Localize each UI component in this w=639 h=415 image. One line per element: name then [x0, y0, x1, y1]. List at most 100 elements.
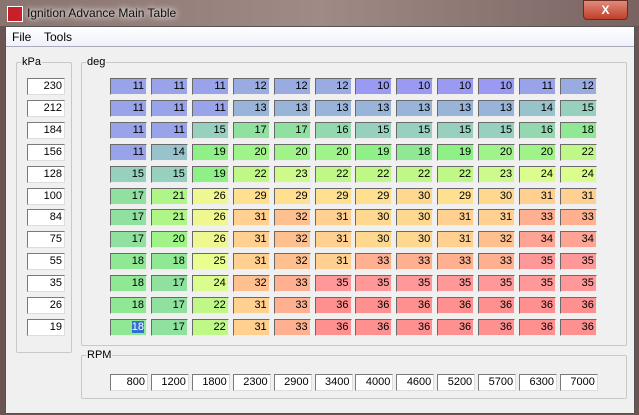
table-cell[interactable]: 35	[437, 275, 475, 293]
table-cell[interactable]: 17	[110, 209, 147, 227]
table-cell[interactable]: 32	[273, 209, 311, 227]
table-cell[interactable]: 33	[273, 275, 311, 293]
kpa-input[interactable]: 156	[27, 143, 65, 161]
table-cell[interactable]: 16	[314, 121, 352, 139]
table-cell[interactable]: 31	[314, 253, 352, 271]
table-cell[interactable]: 31	[232, 318, 270, 336]
table-cell[interactable]: 36	[396, 297, 434, 314]
table-cell[interactable]: 29	[314, 187, 352, 205]
table-cell[interactable]: 13	[478, 99, 516, 117]
table-cell[interactable]: 19	[191, 165, 229, 183]
table-cell[interactable]: 21	[150, 209, 188, 227]
table-cell[interactable]: 15	[559, 99, 597, 117]
table-cell[interactable]: 11	[110, 78, 147, 95]
table-cell[interactable]: 13	[396, 99, 434, 117]
table-cell[interactable]: 17	[110, 187, 147, 205]
table-cell[interactable]: 30	[478, 187, 516, 205]
table-cell[interactable]: 32	[478, 231, 516, 249]
table-cell[interactable]: 11	[191, 99, 229, 117]
table-cell[interactable]: 18	[110, 275, 147, 293]
table-cell[interactable]: 19	[355, 143, 393, 161]
table-cell[interactable]: 24	[191, 275, 229, 293]
table-cell[interactable]: 24	[559, 165, 597, 183]
close-button[interactable]: X	[583, 0, 628, 20]
table-cell[interactable]: 17	[232, 121, 270, 139]
table-cell[interactable]: 33	[478, 253, 516, 271]
rpm-input[interactable]: 5700	[478, 374, 517, 391]
table-cell[interactable]: 36	[396, 318, 434, 336]
rpm-input[interactable]: 2900	[273, 374, 312, 391]
rpm-input[interactable]: 2300	[232, 374, 271, 391]
table-cell[interactable]: 22	[191, 297, 229, 314]
table-cell[interactable]: 26	[191, 209, 229, 227]
kpa-input[interactable]: 55	[27, 253, 65, 271]
table-cell[interactable]: 31	[437, 209, 475, 227]
table-cell[interactable]: 36	[519, 318, 556, 336]
table-cell[interactable]: 31	[314, 231, 352, 249]
table-cell[interactable]: 15	[355, 121, 393, 139]
table-cell[interactable]: 22	[559, 143, 597, 161]
table-cell[interactable]: 12	[314, 78, 352, 95]
table-cell[interactable]: 11	[191, 78, 229, 95]
table-cell[interactable]: 32	[273, 231, 311, 249]
table-cell[interactable]: 31	[437, 231, 475, 249]
table-cell[interactable]: 22	[355, 165, 393, 183]
rpm-input[interactable]: 800	[110, 374, 148, 391]
table-cell[interactable]: 34	[519, 231, 556, 249]
table-cell[interactable]: 36	[355, 297, 393, 314]
table-cell[interactable]: 35	[396, 275, 434, 293]
table-cell[interactable]: 35	[314, 275, 352, 293]
rpm-input[interactable]: 5200	[437, 374, 476, 391]
table-cell[interactable]: 20	[150, 231, 188, 249]
table-cell[interactable]: 36	[478, 297, 516, 314]
table-cell[interactable]: 33	[559, 209, 597, 227]
kpa-input[interactable]: 100	[27, 187, 65, 205]
table-cell[interactable]: 33	[396, 253, 434, 271]
rpm-input[interactable]: 6300	[519, 374, 557, 391]
rpm-input[interactable]: 7000	[559, 374, 598, 391]
table-cell[interactable]: 20	[519, 143, 556, 161]
table-cell[interactable]: 18	[110, 253, 147, 271]
table-cell[interactable]: 29	[355, 187, 393, 205]
table-cell[interactable]: 11	[150, 78, 188, 95]
table-cell[interactable]: 35	[559, 275, 597, 293]
kpa-input[interactable]: 84	[27, 209, 65, 227]
table-cell[interactable]: 30	[396, 187, 434, 205]
table-cell[interactable]: 34	[559, 231, 597, 249]
table-cell[interactable]: 31	[478, 209, 516, 227]
table-cell[interactable]: 17	[150, 275, 188, 293]
table-cell[interactable]: 35	[519, 275, 556, 293]
table-cell[interactable]: 22	[437, 165, 475, 183]
table-cell[interactable]: 11	[110, 121, 147, 139]
table-cell[interactable]: 17	[273, 121, 311, 139]
kpa-input[interactable]: 26	[27, 297, 65, 314]
table-cell[interactable]: 23	[273, 165, 311, 183]
table-cell[interactable]: 36	[355, 318, 393, 336]
table-cell[interactable]: 13	[232, 99, 270, 117]
kpa-input[interactable]: 75	[27, 231, 65, 249]
table-cell[interactable]: 12	[232, 78, 270, 95]
table-cell[interactable]: 31	[232, 231, 270, 249]
table-cell[interactable]: 35	[478, 275, 516, 293]
table-cell[interactable]: 12	[559, 78, 597, 95]
table-cell[interactable]: 13	[314, 99, 352, 117]
table-cell[interactable]: 20	[273, 143, 311, 161]
kpa-input[interactable]: 128	[27, 165, 65, 183]
table-cell[interactable]: 35	[559, 253, 597, 271]
rpm-input[interactable]: 3400	[314, 374, 353, 391]
table-cell[interactable]: 18	[396, 143, 434, 161]
table-cell[interactable]: 33	[355, 253, 393, 271]
table-cell[interactable]: 14	[519, 99, 556, 117]
table-cell[interactable]: 15	[437, 121, 475, 139]
table-cell[interactable]: 15	[110, 165, 147, 183]
table-cell[interactable]: 29	[437, 187, 475, 205]
rpm-input[interactable]: 1200	[150, 374, 189, 391]
table-cell[interactable]: 20	[314, 143, 352, 161]
table-cell[interactable]: 36	[314, 318, 352, 336]
table-cell[interactable]: 16	[519, 121, 556, 139]
table-cell[interactable]: 10	[396, 78, 434, 95]
table-cell[interactable]: 36	[437, 297, 475, 314]
table-cell[interactable]: 11	[150, 99, 188, 117]
table-cell[interactable]: 18	[110, 297, 147, 314]
table-cell[interactable]: 20	[232, 143, 270, 161]
